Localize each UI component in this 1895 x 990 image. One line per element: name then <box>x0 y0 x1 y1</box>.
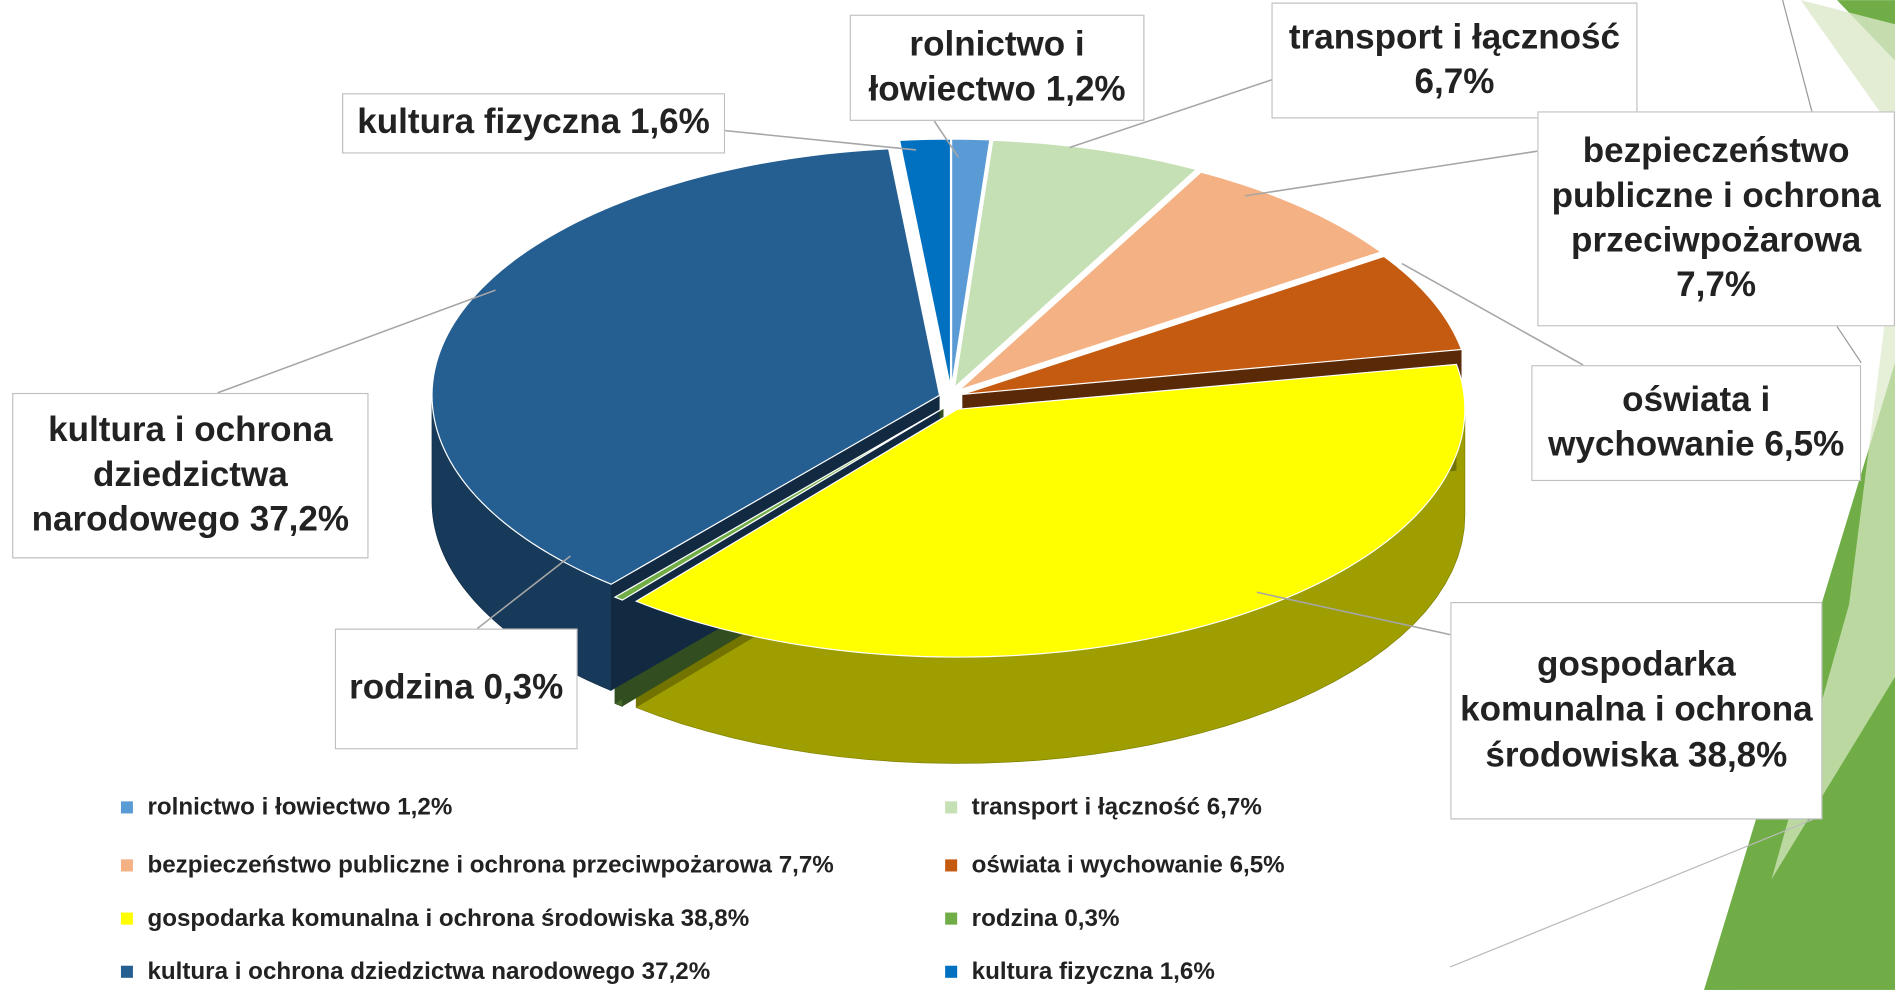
legend-entry: kultura fizyczna 1,6% <box>945 952 1767 990</box>
data-label: rodzina 0,3% <box>334 628 578 750</box>
data-label-text: kultura fizyczna 1,6% <box>357 101 710 146</box>
data-label-value: 38,8% <box>1687 735 1788 775</box>
data-label-text: oświata i wychowanie 6,5% <box>1540 378 1853 468</box>
legend-entry: oświata i wychowanie 6,5% <box>945 846 1767 885</box>
data-label-text: bezpieczeństwo publiczne i ochrona przec… <box>1546 129 1887 308</box>
legend-swatch <box>945 801 958 814</box>
slice <box>950 138 991 387</box>
data-label-name: rodzina <box>349 668 474 708</box>
data-label-text: rolnictwo i łowiectwo 1,2% <box>858 23 1136 113</box>
data-label: kultura fizyczna 1,6% <box>342 93 726 154</box>
data-label-box: oświata i wychowanie 6,5% <box>1531 365 1862 482</box>
data-label-name: bezpieczeństwo publiczne i ochrona przec… <box>1551 131 1881 260</box>
legend-swatch <box>945 859 958 872</box>
slice <box>958 171 1383 391</box>
data-label-text: gospodarka komunalna i ochrona środowisk… <box>1459 643 1814 778</box>
legend-item: gospodarka komunalna i ochrona środowisk… <box>120 899 943 938</box>
data-label-name: oświata i wychowanie <box>1548 380 1771 465</box>
data-label: bezpieczeństwo publiczne i ochrona przec… <box>1537 111 1895 327</box>
legend-swatch <box>945 965 958 978</box>
legend-swatch <box>120 912 133 925</box>
legend-name: bezpieczeństwo publiczne i ochrona przec… <box>147 851 772 879</box>
data-label: oświata i wychowanie 6,5% <box>1531 365 1862 482</box>
data-label-name: transport i łączność <box>1288 18 1621 57</box>
data-label-box: gospodarka komunalna i ochrona środowisk… <box>1450 601 1823 820</box>
data-label-name: kultura fizyczna <box>357 103 621 143</box>
legend-item: bezpieczeństwo publiczne i ochrona przec… <box>120 846 943 885</box>
legend-value: 6,7% <box>1206 793 1262 821</box>
data-label-value: 37,2% <box>249 500 350 540</box>
legend-value: 7,7% <box>778 851 834 879</box>
legend-entry: gospodarka komunalna i ochrona środowisk… <box>120 899 943 938</box>
data-label-name: kultura i ochrona dziedzictwa narodowego <box>31 410 333 540</box>
legend-swatch <box>120 801 133 814</box>
data-label: kultura i ochrona dziedzictwa narodowego… <box>12 392 369 559</box>
legend-name: rolnictwo i łowiectwo <box>147 793 391 821</box>
data-label-text: rodzina 0,3% <box>349 667 563 712</box>
legend-value: 38,8% <box>680 904 750 932</box>
legend-item: oświata i wychowanie 6,5% <box>945 846 1767 885</box>
legend-name: rodzina <box>971 904 1058 932</box>
legend-name: gospodarka komunalna i ochrona środowisk… <box>147 904 674 932</box>
legend-swatch <box>945 912 958 925</box>
data-label-text: kultura i ochrona dziedzictwa narodowego… <box>21 408 361 543</box>
data-label-value: 7,7% <box>1676 266 1757 305</box>
legend-swatch <box>120 859 133 872</box>
legend-name: kultura fizyczna <box>971 957 1154 985</box>
data-label-box: bezpieczeństwo publiczne i ochrona przec… <box>1537 111 1895 327</box>
data-label-value: 1,6% <box>629 103 710 143</box>
legend-item: rodzina 0,3% <box>945 899 1767 938</box>
slice <box>634 363 1466 658</box>
slice <box>953 139 1198 389</box>
data-label-name: rolnictwo i łowiectwo <box>868 25 1085 109</box>
data-label-value: 6,7% <box>1414 62 1495 102</box>
data-label-text: transport i łączność 6,7% <box>1280 16 1629 106</box>
legend-entry: kultura i ochrona dziedzictwa narodowego… <box>120 952 943 990</box>
legend-item: rolnictwo i łowiectwo 1,2% <box>120 788 943 827</box>
leader-lines <box>217 71 1584 636</box>
data-label-value: 1,2% <box>1045 70 1126 109</box>
legend-entry: bezpieczeństwo publiczne i ochrona przec… <box>120 846 943 885</box>
data-label-value: 6,5% <box>1764 425 1845 465</box>
legend-entry: rodzina 0,3% <box>945 899 1767 938</box>
legend-name: transport i łączność <box>971 793 1201 821</box>
slice <box>898 138 952 387</box>
legend-entry: transport i łączność 6,7% <box>945 788 1767 827</box>
slice <box>613 407 944 601</box>
data-label-box: kultura i ochrona dziedzictwa narodowego… <box>12 392 369 559</box>
data-label-box: transport i łączność 6,7% <box>1271 2 1638 119</box>
legend-item: transport i łączność 6,7% <box>945 788 1767 827</box>
data-label-box: rolnictwo i łowiectwo 1,2% <box>849 14 1145 121</box>
legend-name: kultura i ochrona dziedzictwa narodowego <box>147 957 635 985</box>
legend-value: 6,5% <box>1229 851 1285 879</box>
data-label: transport i łączność 6,7% <box>1271 2 1638 119</box>
legend-item: kultura fizyczna 1,6% <box>945 952 1767 990</box>
legend-swatch <box>120 965 133 978</box>
data-label: gospodarka komunalna i ochrona środowisk… <box>1450 601 1823 820</box>
legend-value: 37,2% <box>641 957 711 985</box>
data-label: rolnictwo i łowiectwo 1,2% <box>849 14 1145 121</box>
data-label-value: 0,3% <box>483 668 564 708</box>
legend-entry: rolnictwo i łowiectwo 1,2% <box>120 788 943 827</box>
data-label-box: kultura fizyczna 1,6% <box>342 93 726 154</box>
legend-value: 1,2% <box>397 793 453 821</box>
slice <box>962 255 1463 395</box>
legend-item: kultura i ochrona dziedzictwa narodowego… <box>120 952 943 990</box>
slice <box>431 148 941 585</box>
legend-value: 0,3% <box>1064 904 1120 932</box>
data-label-box: rodzina 0,3% <box>334 628 578 750</box>
data-label-name: gospodarka komunalna i ochrona środowisk… <box>1460 645 1813 775</box>
legend-name: oświata i wychowanie <box>971 851 1223 879</box>
legend-value: 1,6% <box>1159 957 1215 985</box>
